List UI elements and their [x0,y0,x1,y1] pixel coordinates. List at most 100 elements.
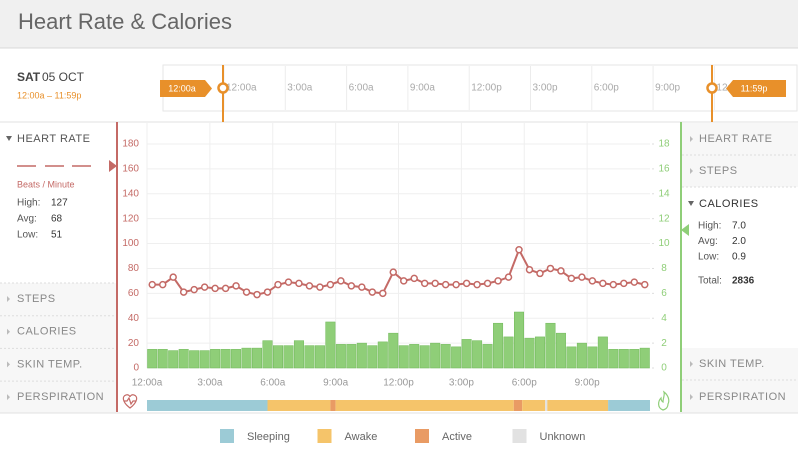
bar [304,345,315,369]
bar [545,322,556,369]
left-pointer [109,160,117,172]
legend-label: Awake [345,431,378,443]
bar [419,345,430,369]
point [379,289,387,298]
stat-value: 0.9 [732,252,746,263]
legend: Sleeping Awake Active Unknown [220,429,585,443]
point [494,277,502,285]
y-tick-label: 0 [133,363,139,374]
stat-label: Low: [698,252,719,263]
legend-swatch [512,429,527,443]
bar [576,342,587,369]
timeline-label: 3:00a [287,83,312,94]
bar [262,340,273,369]
panel-row[interactable]: STEPS [17,293,56,305]
point [410,274,418,283]
bar [388,332,399,369]
activity-segment [513,400,523,411]
y-tick-label: 20 [128,338,140,349]
point [253,290,261,299]
bar [430,342,441,369]
timeline-label: 12:00p [471,83,502,94]
x-tick-label: 6:00p [512,378,537,389]
point [483,279,492,288]
handle-tab[interactable] [160,80,212,97]
y2-tick-label: 2 [661,338,667,349]
x-tick-label: 12:00a [132,378,163,389]
right-pointer [681,224,689,236]
x-tick-label: 9:00p [575,378,600,389]
bar [335,344,346,369]
point [169,273,177,281]
legend-swatch [317,429,332,443]
bar [293,340,304,369]
point [641,280,649,289]
bar [440,344,451,369]
stat-value: 51 [51,230,63,241]
panel-row[interactable]: CALORIES [17,326,77,338]
y2-tick-label: 10 [658,238,670,249]
handle-knob[interactable] [706,82,718,94]
bar [147,349,158,369]
bar [461,339,472,369]
left-active-title[interactable]: HEART RATE [17,133,90,145]
x-tick-label: 6:00a [260,378,285,389]
activity-segment [147,400,268,411]
timeline-label: 3:00p [533,83,558,94]
stat-value: 127 [51,198,68,209]
point [284,278,293,286]
stat-label: High: [17,198,40,209]
right-active-title[interactable]: CALORIES [699,198,759,210]
stat-label: Avg: [17,214,37,225]
point [630,278,639,286]
y-tick-label: 80 [128,263,140,274]
y2-tick-label: 8 [661,263,667,274]
y2-tick-label: 14 [658,188,670,199]
panel-row[interactable]: STEPS [699,165,738,177]
point [232,282,240,290]
point [431,279,439,288]
y2-tick-label: 18 [658,139,670,150]
point [620,279,628,288]
bar [231,349,242,369]
bar [220,349,231,369]
legend-label: Active [442,431,472,443]
bar [409,344,420,369]
x-tick-label: 3:00a [197,378,222,389]
panel-row[interactable]: SKIN TEMP. [17,358,83,370]
expand-arrow [6,136,12,141]
bar [587,346,598,369]
header-bar [0,0,798,48]
legend-swatch [220,429,234,443]
point [536,269,544,278]
point [588,277,597,285]
panel-row[interactable]: HEART RATE [699,133,772,145]
y2-tick-label: 16 [658,164,670,175]
point [158,280,167,289]
panel-row[interactable]: PERSPIRATION [17,391,104,403]
point [326,280,335,289]
point [462,279,471,288]
handle-tab[interactable] [726,80,786,97]
bar [524,337,535,369]
point [515,246,523,254]
panel-row[interactable]: SKIN TEMP. [699,358,765,370]
chart: 0 20 40 60 80 100 120 140 160 180 0 2 4 6 8 10 12 14 16 18 1… [122,122,670,411]
y-tick-label: 60 [128,288,140,299]
stat-value: 68 [51,214,63,225]
point [441,280,450,289]
panel-row[interactable]: PERSPIRATION [699,391,786,403]
date-date: 05 OCT [42,70,85,84]
timeline-label: 9:00p [655,83,680,94]
heart-icon [122,394,138,409]
bar [555,332,566,369]
legend-swatch [415,429,429,443]
handle-knob[interactable] [217,82,229,94]
timeline: 12:00a 3:00a 6:00a 9:00a 12:00p 3:00p 6:00p 9:0… [160,65,786,122]
stat-label: Avg: [698,236,718,247]
handle-label: 12:00a [168,83,196,93]
bar [472,340,483,369]
point [358,283,366,291]
y-tick-label: 120 [122,213,139,224]
point [242,288,251,296]
